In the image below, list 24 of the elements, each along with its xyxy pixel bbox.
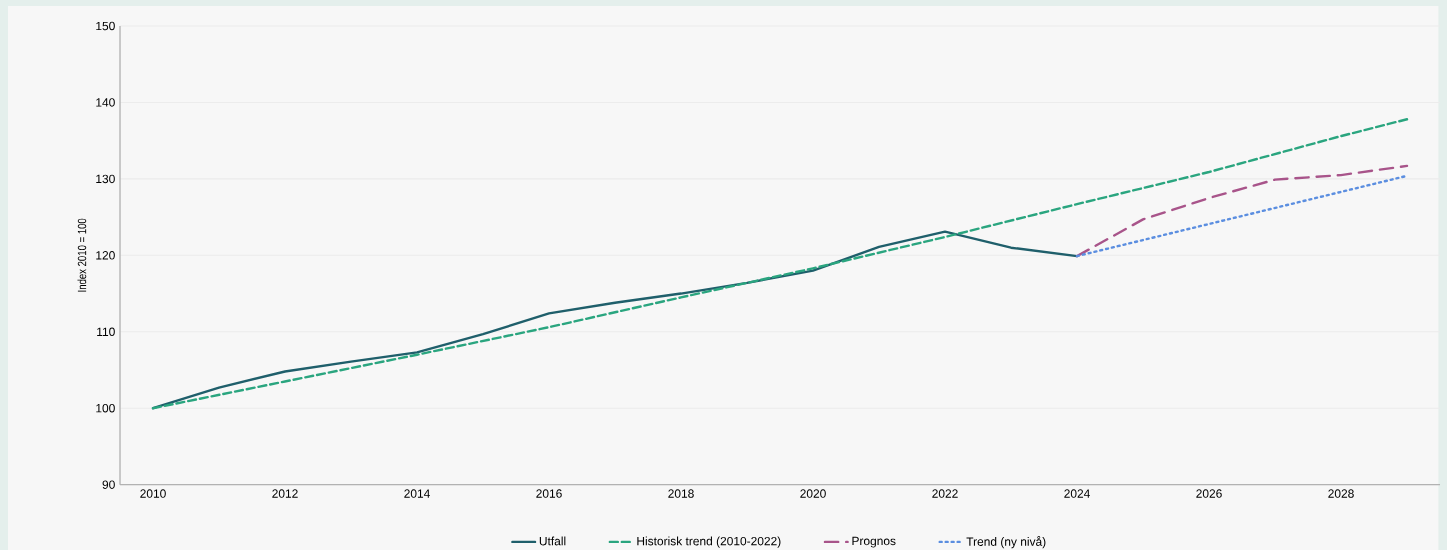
x-tick-label: 2026 <box>1196 489 1222 498</box>
legend-label: Trend (ny nivå) <box>966 536 1046 549</box>
x-tick-label: 2016 <box>536 489 562 498</box>
y-tick-label: 90 <box>102 480 115 489</box>
y-axis-title: Index 2010 = 100 <box>77 218 87 292</box>
x-tick-label: 2014 <box>404 489 430 498</box>
x-tick-label: 2010 <box>140 489 166 498</box>
x-tick-label: 2028 <box>1328 489 1354 498</box>
x-tick-label: 2012 <box>272 489 298 498</box>
y-tick-label: 120 <box>96 251 115 260</box>
y-tick-label: 140 <box>96 98 115 107</box>
line-series <box>151 230 1079 410</box>
legend-label: Utfall <box>539 536 566 546</box>
y-tick-label: 130 <box>96 174 115 184</box>
line-series <box>151 118 1409 410</box>
y-tick-label: 100 <box>96 403 115 413</box>
legend-label: Prognos <box>852 536 896 548</box>
x-tick-label: 2024 <box>1064 489 1090 498</box>
x-tick-label: 2018 <box>668 489 694 498</box>
y-tick-label: 110 <box>97 327 115 337</box>
x-tick-label: 2022 <box>932 489 958 498</box>
y-tick-label: 150 <box>96 21 115 31</box>
x-tick-label: 2020 <box>800 489 826 498</box>
legend-label: Historisk trend (2010-2022) <box>637 536 781 548</box>
